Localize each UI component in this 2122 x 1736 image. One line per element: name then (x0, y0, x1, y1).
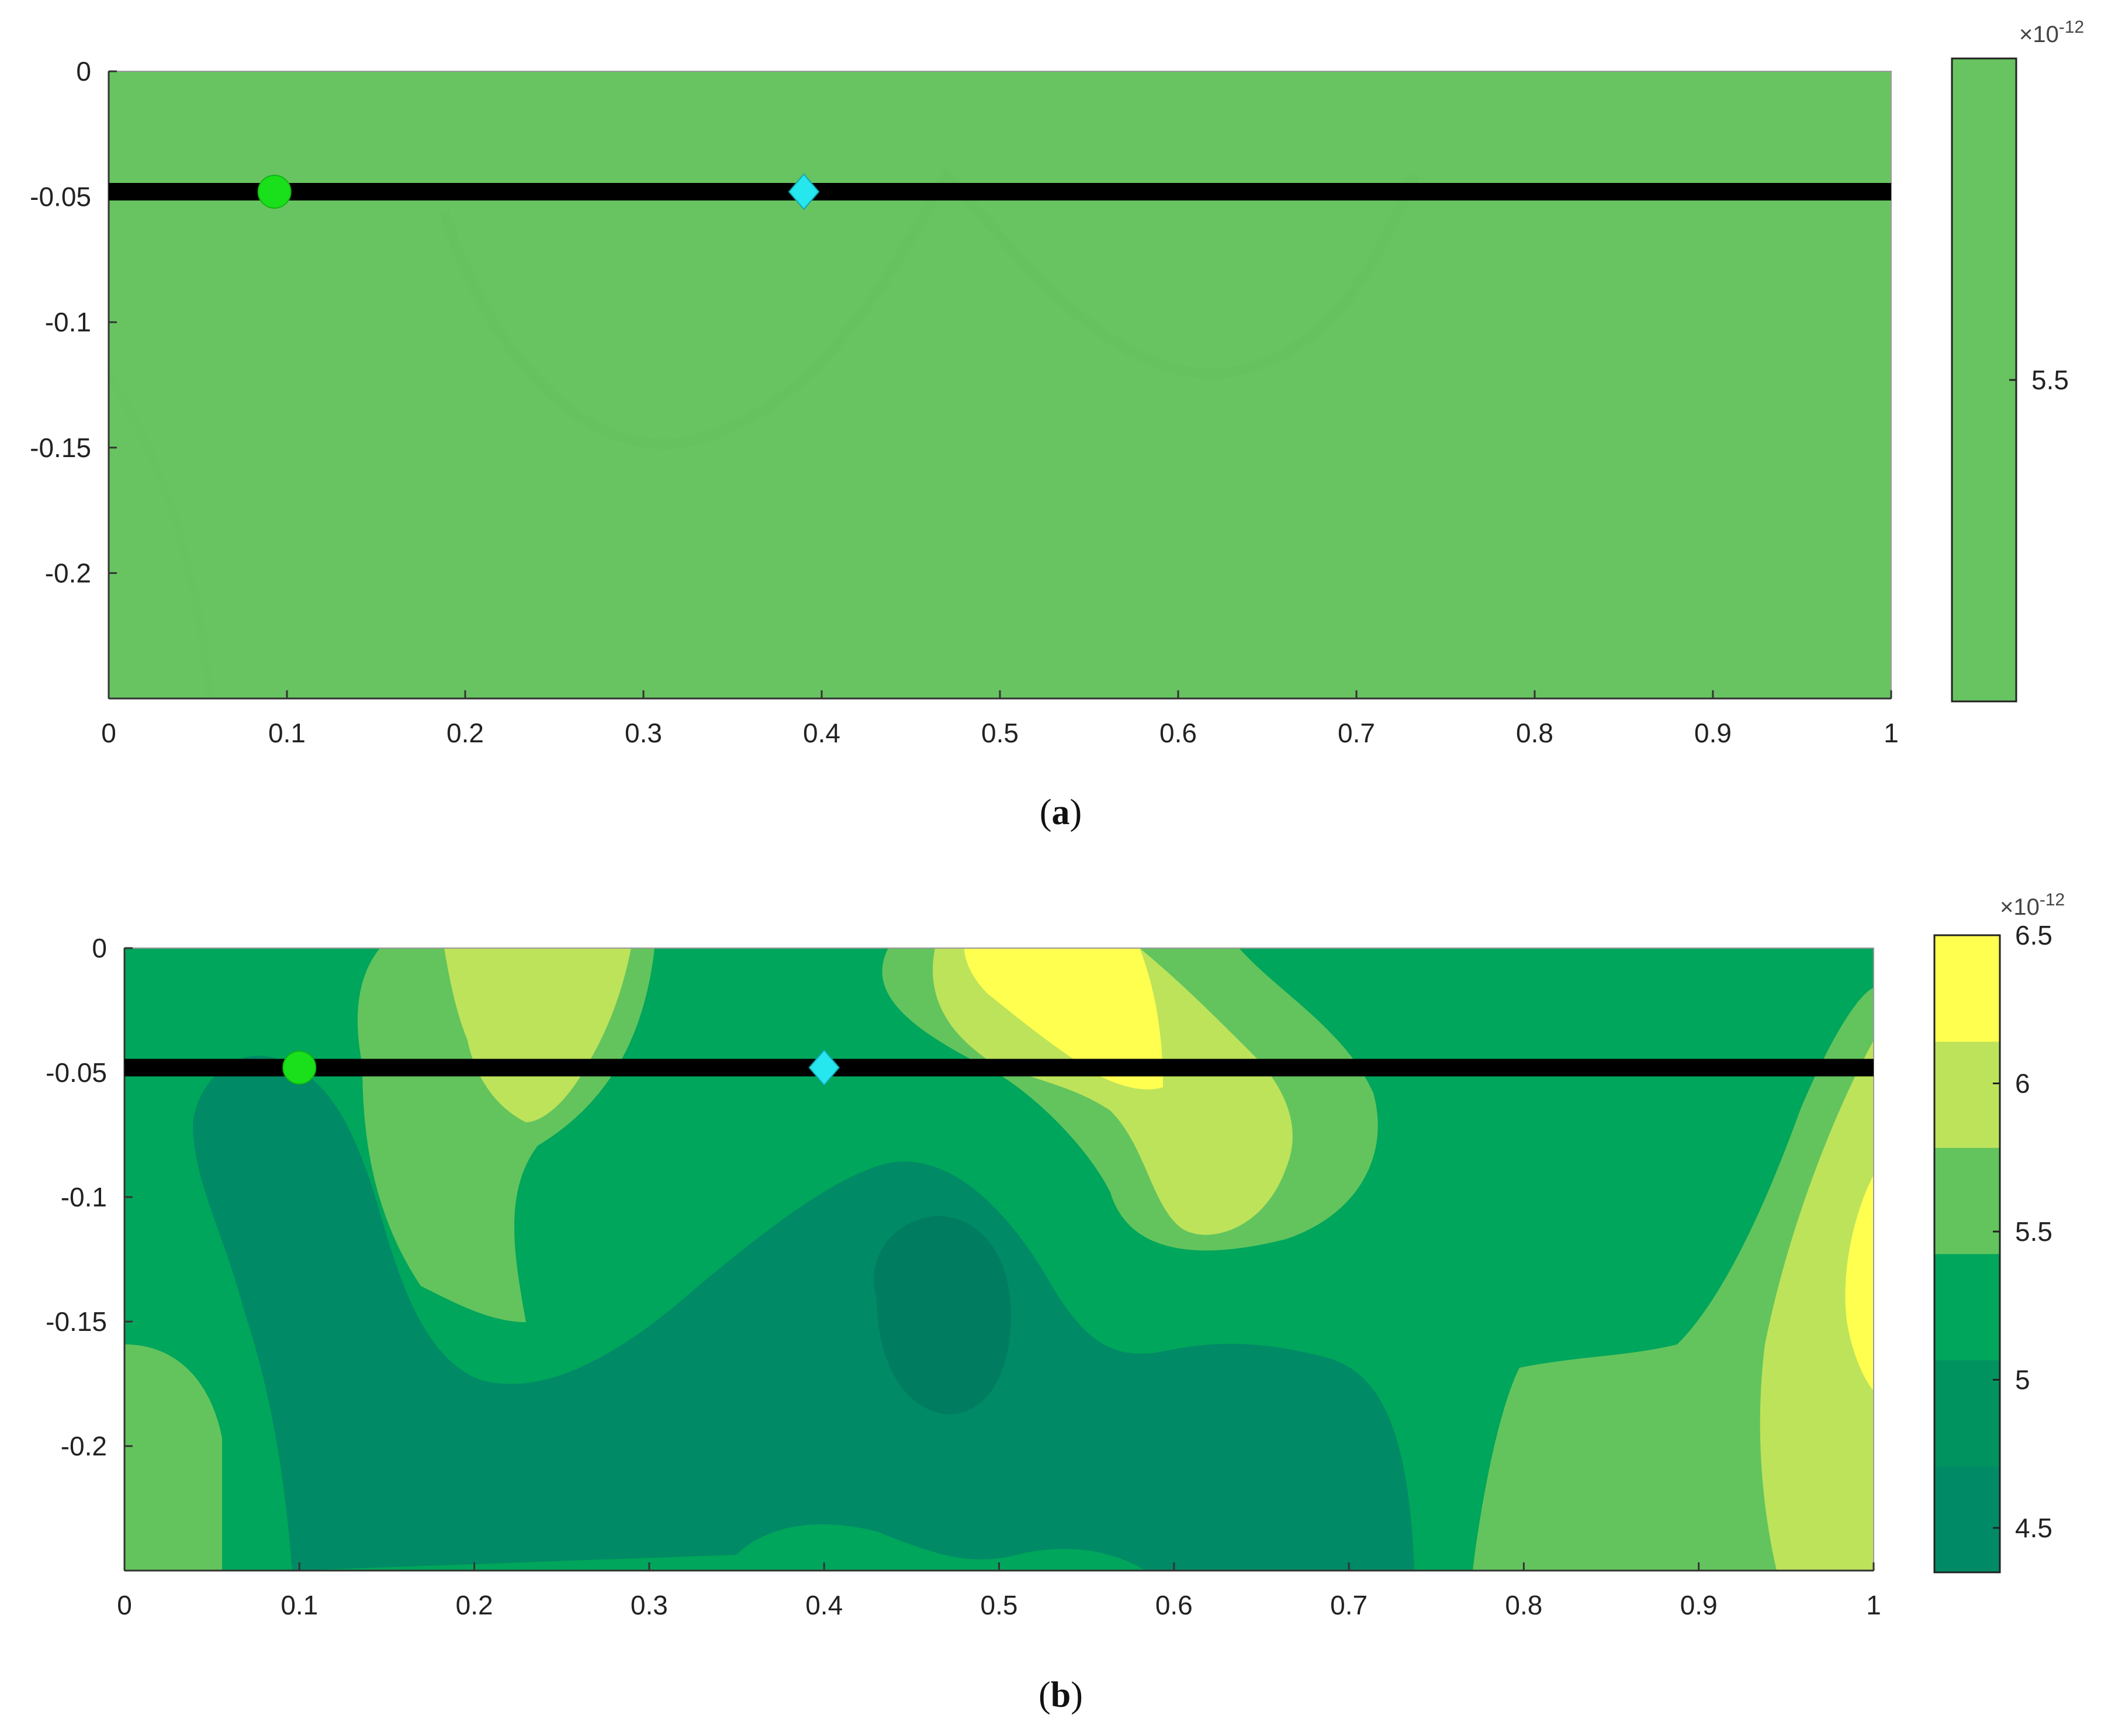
x-tick-label: 1 (1866, 1590, 1881, 1620)
markers-a (257, 173, 820, 210)
x-tick-label: 0.7 (1330, 1590, 1368, 1620)
heatmap-a-field (109, 71, 1891, 698)
x-tick-label: 0.8 (1505, 1590, 1542, 1620)
y-tick-label: 0 (76, 56, 91, 87)
x-tick-label: 0.4 (805, 1590, 843, 1620)
colorbar-tick-label: 6.5 (2015, 920, 2052, 950)
caption-b: (b) (1039, 1675, 1083, 1715)
colorbar-tick-label: 5 (2015, 1364, 2030, 1395)
diamond-marker (808, 1049, 840, 1087)
colorbar-segment (1934, 1254, 2000, 1361)
y-tick-label: -0.15 (46, 1306, 107, 1337)
colorbar-tick-label: 5.5 (2031, 365, 2069, 395)
colorbar-segment (1934, 1041, 2000, 1148)
y-tick-label: -0.1 (45, 307, 91, 337)
caption-a: (a) (1039, 793, 1082, 832)
x-tick-label: 0.1 (268, 718, 306, 748)
heatmap-b-field (124, 948, 1874, 1571)
colorbar-segment (1952, 58, 2016, 702)
colorbar-b-fill (1934, 935, 2000, 1573)
x-tick-label: 0.3 (631, 1590, 668, 1620)
x-tick-label: 0.6 (1155, 1590, 1193, 1620)
x-tick-label: 1 (1884, 718, 1899, 748)
colorbar-b: 6.5 6 5.5 5 4.5 ×10-12 (1933, 890, 2065, 1574)
x-tick-label: 0.6 (1159, 718, 1197, 748)
x-tick-label: 0.3 (625, 718, 662, 748)
y-tick-label: 0 (92, 933, 107, 963)
colorbar-b-multiplier: ×10-12 (2000, 890, 2065, 920)
circle-marker (282, 1050, 317, 1085)
x-tick-label: 0.2 (446, 718, 484, 748)
colorbar-a-fill (1952, 58, 2016, 702)
x-tick-label: 0.2 (456, 1590, 493, 1620)
colorbar-b-frame (1933, 934, 2001, 1574)
colorbar-tick-label: 6 (2015, 1068, 2030, 1098)
colorbar-b-ticks: 6.5 6 5.5 5 4.5 (1993, 920, 2052, 1543)
colorbar-segment (1934, 1466, 2000, 1573)
panel-b: 0 0.1 0.2 0.3 0.4 0.5 0.6 0.7 0.8 0.9 1 0 -0.05 -0.1… (46, 890, 2065, 1620)
x-tick-label: 0.5 (981, 1590, 1018, 1620)
x-tick-label: 0.1 (281, 1590, 318, 1620)
colorbar-a-ticks: 5.5 (2009, 365, 2069, 395)
x-tick-label: 0.8 (1516, 718, 1553, 748)
colorbar-a: 5.5 ×10-12 (1951, 18, 2084, 703)
panel-a: 0 0.1 0.2 0.3 0.4 0.5 0.6 0.7 0.8 0.9 1 0 -0.05 -0.1… (30, 18, 2084, 748)
y-tick-label: -0.2 (61, 1431, 107, 1461)
y-tick-labels-a: 0 -0.05 -0.1 -0.15 -0.2 (30, 56, 117, 588)
y-tick-label: -0.05 (46, 1057, 107, 1088)
x-tick-labels-a: 0 0.1 0.2 0.3 0.4 0.5 0.6 0.7 0.8 0.9 1 (101, 690, 1899, 748)
y-tick-label: -0.2 (45, 558, 91, 588)
colorbar-segment (1934, 935, 2000, 1042)
y-tick-label: -0.1 (61, 1182, 107, 1212)
x-tick-label: 0.7 (1338, 718, 1375, 748)
colorbar-segment (1934, 1360, 2000, 1467)
x-tick-label: 0.4 (803, 718, 840, 748)
colorbar-a-multiplier: ×10-12 (2019, 18, 2084, 47)
x-tick-label: 0 (101, 718, 116, 748)
y-tick-label: -0.15 (30, 433, 91, 463)
y-tick-labels-b: 0 -0.05 -0.1 -0.15 -0.2 (46, 933, 133, 1461)
circle-marker (257, 175, 292, 209)
colorbar-tick-label: 4.5 (2015, 1513, 2052, 1543)
colorbar-segment (1934, 1147, 2000, 1254)
x-tick-label: 0.9 (1680, 1590, 1718, 1620)
x-tick-labels-b: 0 0.1 0.2 0.3 0.4 0.5 0.6 0.7 0.8 0.9 1 (117, 1562, 1881, 1620)
x-tick-label: 0 (117, 1590, 132, 1620)
x-tick-label: 0.5 (981, 718, 1019, 748)
diamond-marker (788, 173, 820, 210)
y-tick-label: -0.05 (30, 182, 91, 212)
colorbar-tick-label: 5.5 (2015, 1216, 2052, 1247)
markers-b (282, 1049, 840, 1087)
x-tick-label: 0.9 (1694, 718, 1732, 748)
